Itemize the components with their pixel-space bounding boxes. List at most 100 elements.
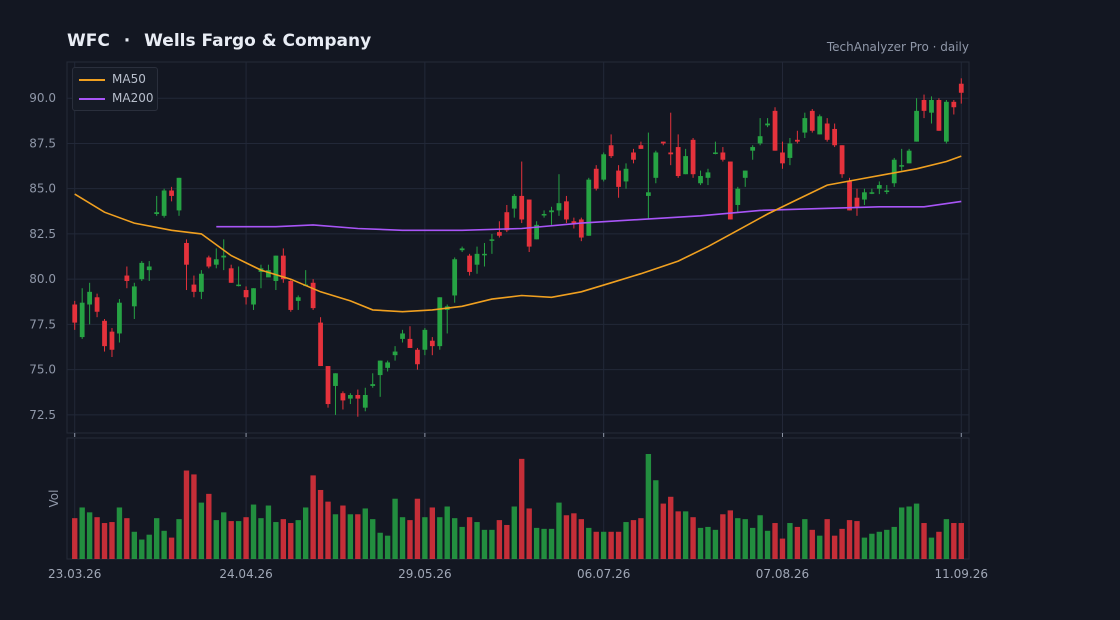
candle-body <box>571 221 577 224</box>
volume-bar <box>317 489 324 559</box>
candle-body <box>280 255 286 280</box>
volume-bar <box>347 514 354 559</box>
candle-body <box>482 253 487 256</box>
company-name: Wells Fargo & Company <box>144 31 372 51</box>
candle-body <box>169 190 174 196</box>
volume-bar <box>235 521 242 559</box>
volume-bar <box>109 522 115 559</box>
candle-body <box>906 150 912 164</box>
candle-body <box>109 331 115 350</box>
candle-body <box>921 100 927 111</box>
volume-bar <box>459 526 465 559</box>
candle-body <box>608 145 614 157</box>
candle-body <box>94 297 100 312</box>
candle-body <box>601 154 607 180</box>
candle-body <box>750 147 756 151</box>
candle-body <box>526 199 532 247</box>
volume-bar <box>779 538 786 559</box>
volume-bar <box>265 505 272 559</box>
ma200-line <box>216 200 962 232</box>
volume-bar <box>243 517 249 559</box>
candle-body <box>333 373 338 386</box>
volume-bar <box>414 498 421 559</box>
candle-body <box>914 110 919 142</box>
volume-bar <box>556 502 562 559</box>
candle-body <box>437 297 443 347</box>
candle-body <box>117 302 122 334</box>
volume-bar <box>563 515 570 559</box>
volume-bar <box>392 498 398 559</box>
candle-body <box>474 253 480 265</box>
volume-bar <box>787 523 793 559</box>
y-tick-label: 90.0 <box>29 91 56 105</box>
candle-body <box>489 239 495 241</box>
candle-body <box>809 110 815 131</box>
volume-bar <box>533 527 540 559</box>
volume-bar <box>802 519 808 559</box>
candle-body <box>236 284 242 287</box>
volume-bar <box>854 521 860 559</box>
volume-bar <box>846 520 853 559</box>
candle-body <box>772 110 778 151</box>
volume-bar <box>198 502 205 559</box>
volume-bar <box>697 527 704 559</box>
candle-body <box>757 136 763 144</box>
candle-body <box>720 152 726 160</box>
candle-body <box>184 242 189 265</box>
candle-body <box>519 195 525 220</box>
candle-body <box>713 152 718 154</box>
volume-bar <box>705 526 711 559</box>
candle-body <box>318 322 323 367</box>
volume-bar <box>660 503 666 559</box>
candle-body <box>198 273 204 292</box>
ticker-symbol: WFC <box>67 31 110 51</box>
volume-bar <box>519 458 525 559</box>
candle-body <box>869 192 875 194</box>
candle-body <box>586 179 592 236</box>
candle-body <box>668 152 674 155</box>
candle-body <box>847 181 852 211</box>
volume-bar <box>302 507 309 559</box>
volume-bar <box>839 528 845 559</box>
volume-bar <box>757 515 763 559</box>
candle-body <box>191 284 197 292</box>
volume-bar <box>101 523 108 559</box>
volume-bar <box>593 531 599 559</box>
volume-bar <box>429 507 436 559</box>
volume-bar <box>764 530 771 559</box>
x-tick-label: 06.07.26 <box>577 567 630 581</box>
candle-body <box>765 123 770 126</box>
candle-body <box>727 161 733 220</box>
candle-body <box>742 170 748 178</box>
volume-bar <box>474 522 480 559</box>
volume-bar <box>712 529 719 559</box>
volume-bar <box>481 529 488 559</box>
volume-bar <box>139 539 145 559</box>
x-tick-label: 24.04.26 <box>219 567 272 581</box>
legend: MA50 MA200 <box>72 67 158 111</box>
candle-body <box>839 145 845 175</box>
volume-bar <box>682 511 689 559</box>
volume-bar <box>377 532 383 559</box>
candle-body <box>407 338 413 348</box>
candle-body <box>228 268 234 283</box>
volume-bar <box>600 531 607 559</box>
volume-bar <box>623 522 629 559</box>
volume-bar <box>824 519 830 559</box>
candle-body <box>802 118 808 133</box>
volume-bar <box>310 475 316 559</box>
candle-body <box>124 275 130 281</box>
volume-bar <box>668 496 674 559</box>
candle-body <box>377 360 383 376</box>
candle-body <box>645 192 651 196</box>
volume-bar <box>86 512 93 559</box>
volume-bar <box>79 507 85 559</box>
price-panel <box>66 61 970 434</box>
volume-bar <box>191 474 197 559</box>
candle-body <box>929 100 934 113</box>
volume-bar <box>913 503 920 559</box>
y-tick-label: 80.0 <box>29 272 56 286</box>
candle-body <box>534 224 540 240</box>
y-tick-label: 85.0 <box>29 182 56 196</box>
